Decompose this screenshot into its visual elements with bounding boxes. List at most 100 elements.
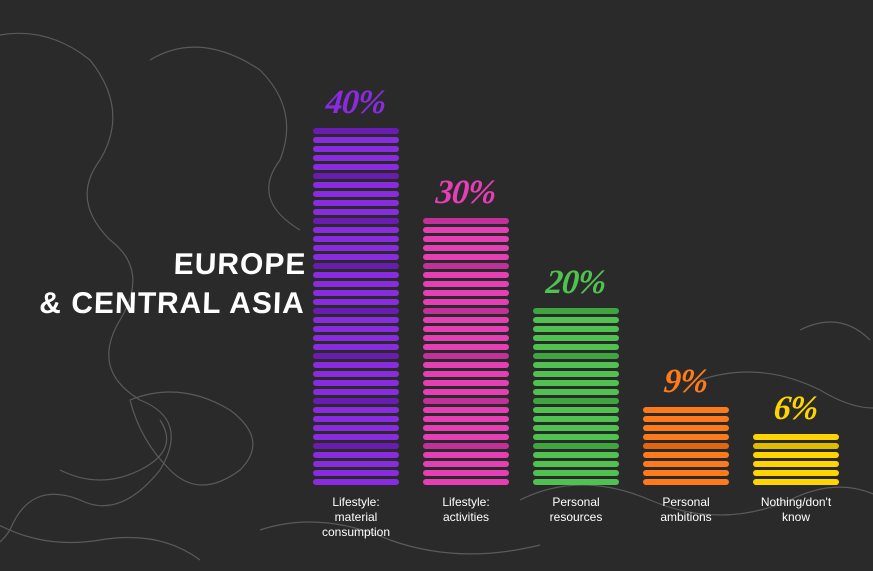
bar-segment — [533, 452, 619, 458]
bar-label: Personal ambitions — [640, 495, 732, 541]
bar-segment — [423, 479, 509, 485]
bar-stack — [753, 434, 839, 485]
bar-segment — [423, 353, 509, 359]
bar-segment — [643, 461, 729, 467]
bar-stack — [643, 407, 729, 485]
bar-segment — [423, 308, 509, 314]
bar-segment — [313, 326, 399, 332]
bar-segment — [753, 443, 839, 449]
bar-segment — [313, 236, 399, 242]
bar-percentage: 6% — [773, 390, 820, 428]
bar-column: 30%Lifestyle: activities — [420, 174, 512, 541]
bar-segment — [423, 398, 509, 404]
bar-segment — [533, 443, 619, 449]
bar-segment — [313, 200, 399, 206]
bar-segment — [533, 425, 619, 431]
bar-segment — [313, 443, 399, 449]
bar-segment — [533, 416, 619, 422]
bar-segment — [533, 326, 619, 332]
bar-chart: 40%Lifestyle: material consumption30%Lif… — [310, 84, 842, 541]
bar-segment — [313, 452, 399, 458]
bar-segment — [313, 344, 399, 350]
bar-segment — [423, 227, 509, 233]
bar-segment — [313, 281, 399, 287]
bar-segment — [313, 407, 399, 413]
bar-segment — [423, 461, 509, 467]
bar-segment — [313, 191, 399, 197]
bar-segment — [753, 434, 839, 440]
bar-segment — [313, 245, 399, 251]
bar-percentage: 20% — [545, 264, 608, 302]
bar-segment — [423, 281, 509, 287]
bar-segment — [423, 407, 509, 413]
bar-segment — [643, 470, 729, 476]
bar-segment — [313, 218, 399, 224]
bar-segment — [643, 434, 729, 440]
bar-segment — [423, 371, 509, 377]
bar-segment — [313, 299, 399, 305]
bar-percentage: 30% — [435, 174, 498, 212]
bar-segment — [423, 443, 509, 449]
bar-segment — [313, 146, 399, 152]
title-line-2: & Central Asia — [39, 284, 306, 323]
bar-segment — [423, 326, 509, 332]
bar-segment — [423, 299, 509, 305]
bar-segment — [643, 479, 729, 485]
bar-percentage: 9% — [663, 363, 710, 401]
bar-segment — [423, 317, 509, 323]
bar-segment — [423, 254, 509, 260]
bar-segment — [533, 335, 619, 341]
bar-segment — [533, 434, 619, 440]
bar-segment — [643, 425, 729, 431]
bar-stack — [533, 308, 619, 485]
bar-segment — [423, 380, 509, 386]
bar-segment — [423, 452, 509, 458]
title-line-1: Europe — [40, 245, 307, 284]
bar-segment — [423, 416, 509, 422]
bar-segment — [313, 182, 399, 188]
bar-segment — [313, 155, 399, 161]
bar-segment — [423, 389, 509, 395]
bar-column: 40%Lifestyle: material consumption — [310, 84, 402, 541]
bar-segment — [313, 479, 399, 485]
bar-segment — [313, 434, 399, 440]
bar-segment — [753, 461, 839, 467]
bar-segment — [423, 470, 509, 476]
bar-label: Personal resources — [530, 495, 622, 541]
bar-column: 9% Personal ambitions — [640, 363, 732, 541]
bar-segment — [643, 407, 729, 413]
bar-segment — [313, 362, 399, 368]
bar-segment — [313, 254, 399, 260]
bar-label: Nothing/don't know — [750, 495, 842, 541]
bar-segment — [313, 416, 399, 422]
bar-segment — [423, 434, 509, 440]
bar-segment — [533, 353, 619, 359]
bar-segment — [643, 452, 729, 458]
bar-segment — [533, 407, 619, 413]
bar-segment — [643, 416, 729, 422]
bar-segment — [313, 470, 399, 476]
bar-stack — [423, 218, 509, 485]
bar-segment — [423, 245, 509, 251]
bar-segment — [533, 308, 619, 314]
bar-segment — [313, 380, 399, 386]
bar-segment — [533, 389, 619, 395]
bar-segment — [753, 479, 839, 485]
bar-segment — [313, 425, 399, 431]
bar-segment — [313, 335, 399, 341]
bar-segment — [313, 317, 399, 323]
bar-segment — [643, 443, 729, 449]
bar-segment — [423, 236, 509, 242]
bar-segment — [423, 290, 509, 296]
bar-segment — [313, 227, 399, 233]
bar-segment — [753, 452, 839, 458]
bar-segment — [423, 344, 509, 350]
bar-stack — [313, 128, 399, 485]
bar-segment — [313, 353, 399, 359]
bar-segment — [313, 209, 399, 215]
bar-column: 20% Personal resources — [530, 264, 622, 541]
bar-segment — [313, 137, 399, 143]
bar-segment — [533, 362, 619, 368]
bar-segment — [313, 290, 399, 296]
bar-segment — [313, 173, 399, 179]
